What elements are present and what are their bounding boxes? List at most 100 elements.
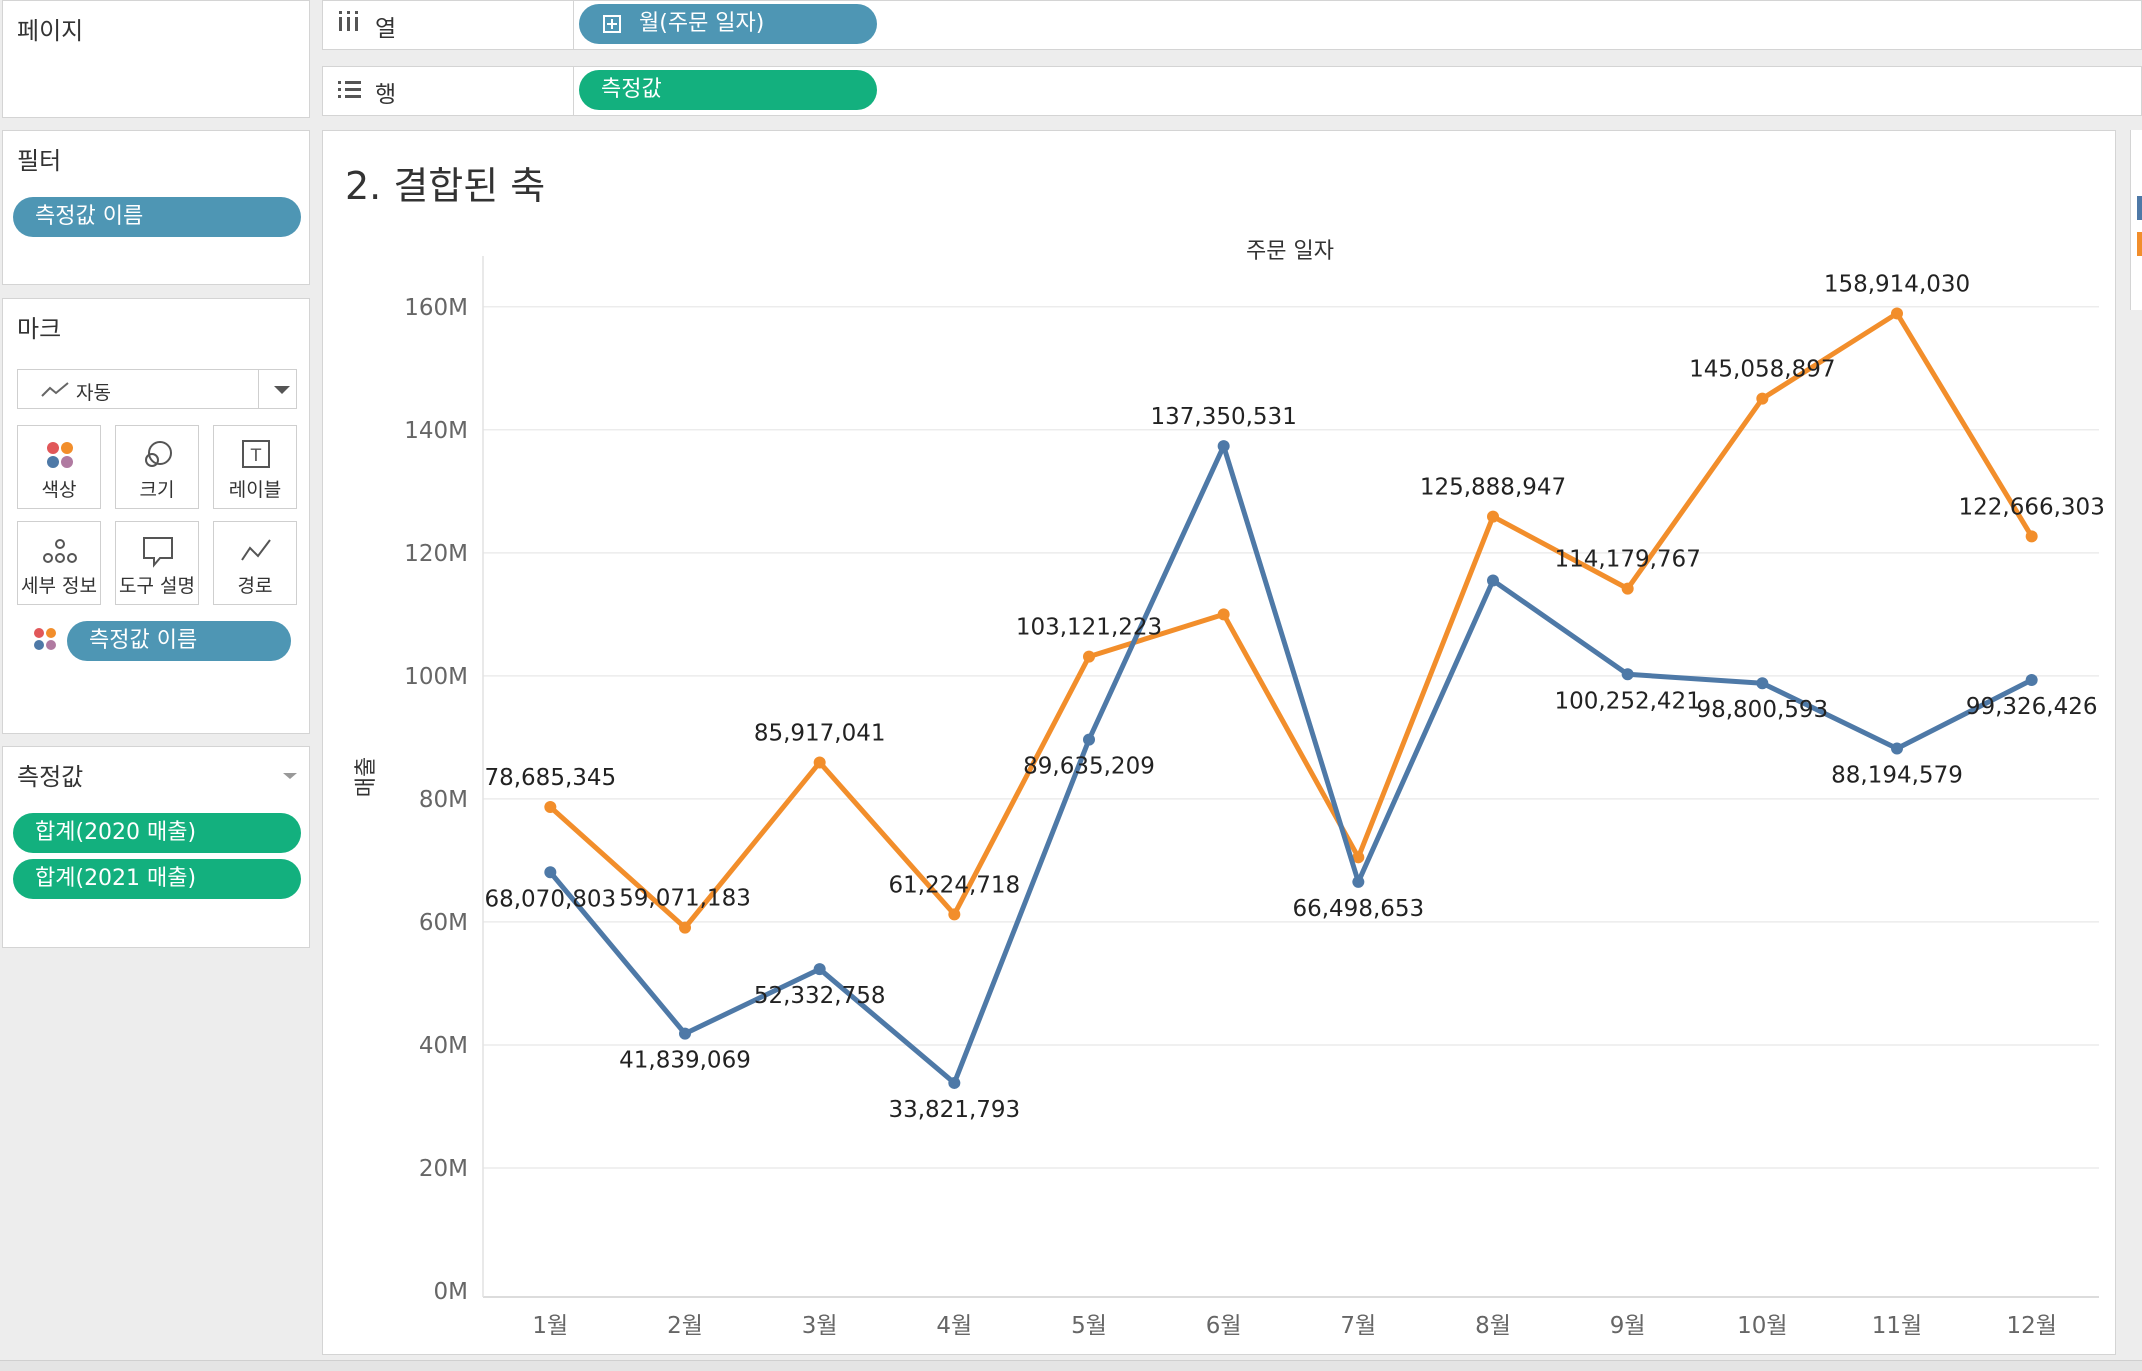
rows-pill[interactable]: 측정값 <box>579 70 877 110</box>
color-card[interactable]: 색상 <box>17 425 101 509</box>
y-tick-label: 0M <box>434 1279 468 1305</box>
columns-shelf[interactable]: 열 월(주문 일자) <box>322 0 2142 50</box>
y-tick-label: 80M <box>419 787 468 813</box>
data-label-2021: 59,071,183 <box>619 886 751 912</box>
x-tick-label: 11월 <box>1872 1313 1922 1339</box>
x-tick-label: 8월 <box>1475 1313 1511 1339</box>
data-point-2021[interactable] <box>1621 582 1634 595</box>
data-point-2020[interactable] <box>2025 673 2038 686</box>
data-point-2020[interactable] <box>1487 574 1499 587</box>
pages-card: 페이지 <box>2 0 310 118</box>
path-icon <box>241 539 271 561</box>
filter-pill[interactable]: 측정값 이름 <box>13 197 301 237</box>
data-label-2020: 33,821,793 <box>888 1097 1020 1123</box>
worksheet-view: 2. 결합된 축 주문 일자 매출 0M 20M 40M 60M 80M 100M 120M… <box>322 130 2116 1355</box>
data-point-2020[interactable] <box>1891 742 1903 755</box>
path-card-label: 경로 <box>237 575 273 597</box>
bottom-tab-strip <box>0 1360 2142 1371</box>
data-label-2020: 89,635,209 <box>1023 754 1155 780</box>
tooltip-card[interactable]: 도구 설명 <box>115 521 199 605</box>
y-axis-label: 매출 <box>354 757 379 797</box>
measure-pill-2020[interactable]: 합계(2020 매출) <box>13 813 301 853</box>
detail-card[interactable]: 세부 정보 <box>17 521 101 605</box>
y-tick-label: 100M <box>404 664 468 690</box>
detail-card-label: 세부 정보 <box>21 575 97 597</box>
y-tick-label: 160M <box>404 295 468 321</box>
columns-pill-label: 월(주문 일자) <box>639 11 765 36</box>
series-line-2020 <box>548 443 2033 1086</box>
x-tick-label: 5월 <box>1071 1313 1107 1339</box>
data-point-2021[interactable] <box>813 756 826 769</box>
marks-measure-names-pill[interactable]: 측정값 이름 <box>67 621 291 661</box>
y-tick-label: 20M <box>419 1156 468 1182</box>
x-tick-label: 4월 <box>936 1313 972 1339</box>
measure-pill-2021[interactable]: 합계(2021 매출) <box>13 859 301 899</box>
y-tick-label: 120M <box>404 541 468 567</box>
data-point-2021[interactable] <box>544 800 557 813</box>
data-point-2020[interactable] <box>1621 668 1634 681</box>
data-point-2021[interactable] <box>948 908 961 921</box>
data-point-2020[interactable] <box>1217 440 1230 453</box>
data-point-2020[interactable] <box>1083 733 1095 746</box>
tooltip-card-label: 도구 설명 <box>119 575 195 597</box>
data-label-2020: 100,252,421 <box>1555 688 1701 714</box>
data-label-2021: 125,888,947 <box>1420 475 1566 501</box>
line-mark-icon <box>41 382 69 397</box>
measure-values-title: 측정값 <box>17 763 84 791</box>
legend-swatch-2021 <box>2137 232 2142 256</box>
size-icon <box>145 441 172 467</box>
data-point-2021[interactable] <box>679 921 691 934</box>
data-label-2021: 103,121,223 <box>1016 615 1162 641</box>
label-card[interactable]: T 레이블 <box>213 425 297 509</box>
data-point-2020[interactable] <box>813 963 826 976</box>
y-tick-label: 40M <box>419 1033 468 1059</box>
data-label-2021: 158,914,030 <box>1824 271 1970 297</box>
sheet-title: 2. 결합된 축 <box>345 164 546 208</box>
size-card-label: 크기 <box>139 479 175 501</box>
color-legend-icon <box>34 628 56 650</box>
color-card-label: 색상 <box>41 479 77 501</box>
data-point-2021[interactable] <box>1891 307 1903 320</box>
mark-type-dropdown[interactable]: 자동 <box>17 369 297 409</box>
detail-icon <box>43 539 77 563</box>
tooltip-icon <box>143 537 173 568</box>
rows-shelf[interactable]: 행 측정값 <box>322 66 2142 116</box>
filters-card[interactable]: 필터 측정값 이름 <box>2 130 310 285</box>
data-point-2021[interactable] <box>1487 510 1499 523</box>
columns-pill[interactable]: 월(주문 일자) <box>579 4 877 44</box>
data-label-2020: 99,326,426 <box>1966 694 2098 720</box>
rows-icon <box>338 81 361 98</box>
data-point-2021[interactable] <box>1217 608 1230 621</box>
chevron-down-icon[interactable] <box>281 771 299 781</box>
data-point-2020[interactable] <box>1352 875 1365 888</box>
data-label-2020: 41,839,069 <box>619 1048 751 1074</box>
data-point-2020[interactable] <box>1756 677 1769 690</box>
data-point-2021[interactable] <box>1083 650 1095 663</box>
x-tick-label: 2월 <box>667 1313 703 1339</box>
data-point-2021[interactable] <box>1756 392 1769 405</box>
y-tick-label: 60M <box>419 910 468 936</box>
size-card[interactable]: 크기 <box>115 425 199 509</box>
columns-label: 열 <box>375 16 397 42</box>
data-point-2021[interactable] <box>2025 530 2038 543</box>
data-label-2021: 122,666,303 <box>1959 494 2105 520</box>
measure-values-card: 측정값 합계(2020 매출) 합계(2021 매출) <box>2 746 310 948</box>
data-label-2021: 145,058,897 <box>1689 357 1835 383</box>
data-label-2021: 114,179,767 <box>1555 547 1701 573</box>
x-tick-label: 7월 <box>1340 1313 1376 1339</box>
data-point-2021[interactable] <box>1352 851 1365 864</box>
shelf-divider <box>573 67 574 115</box>
chevron-down-icon[interactable] <box>272 384 292 396</box>
data-label-2020: 137,350,531 <box>1151 404 1297 430</box>
data-point-2020[interactable] <box>679 1027 691 1040</box>
data-point-2020[interactable] <box>948 1076 961 1089</box>
path-card[interactable]: 경로 <box>213 521 297 605</box>
x-tick-label: 10월 <box>1737 1313 1787 1339</box>
filters-title: 필터 <box>17 147 62 175</box>
data-label-2020: 88,194,579 <box>1831 762 1963 788</box>
data-label-2020: 52,332,758 <box>754 983 886 1009</box>
data-point-2020[interactable] <box>544 866 557 879</box>
x-tick-label: 12월 <box>2006 1313 2056 1339</box>
x-tick-label: 1월 <box>532 1313 568 1339</box>
expand-plus-icon[interactable] <box>603 15 621 33</box>
